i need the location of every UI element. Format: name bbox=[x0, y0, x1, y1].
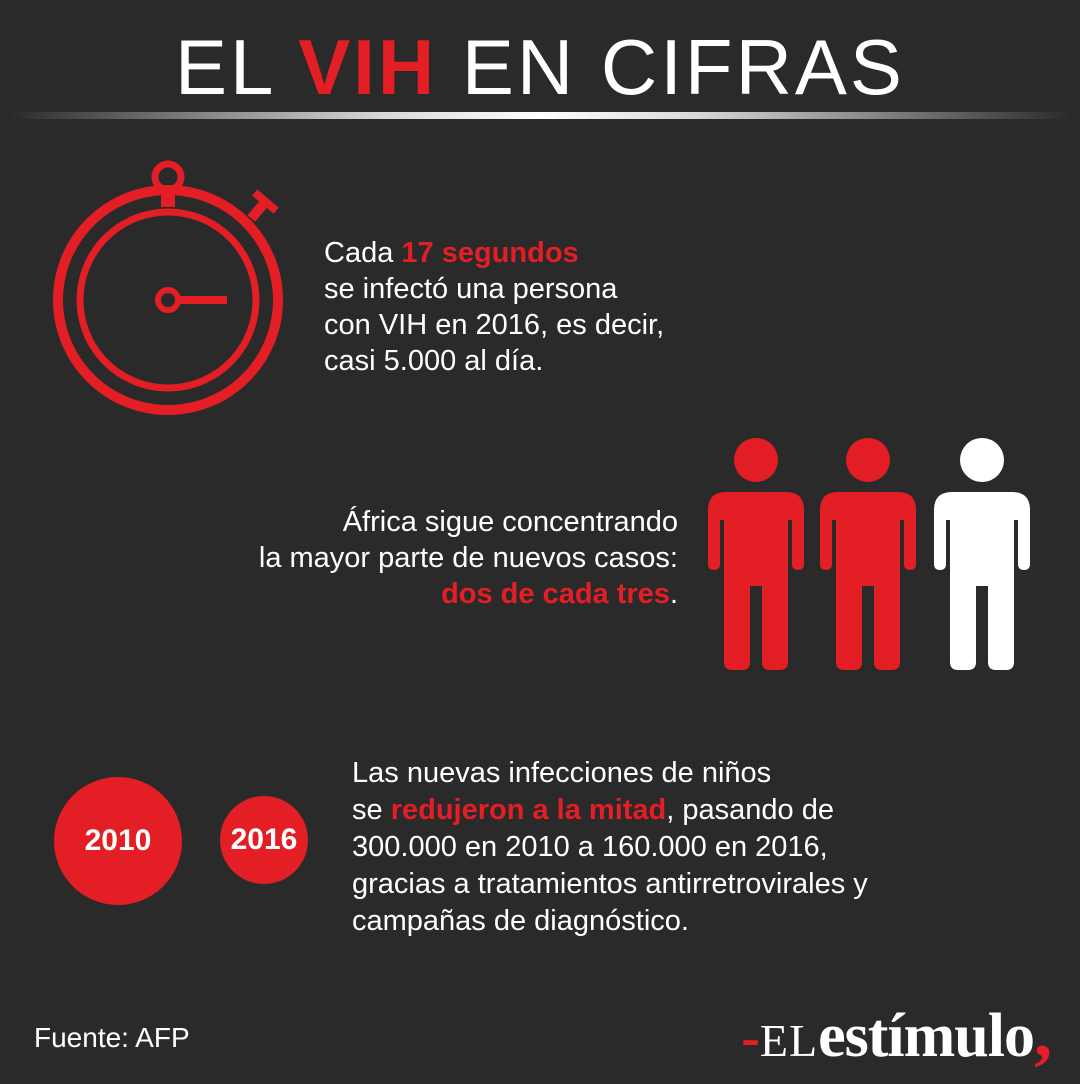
stat2-highlight: dos de cada tres bbox=[441, 578, 670, 610]
person-filled-2-icon bbox=[820, 438, 916, 670]
stat3-line1: Las nuevas infecciones de niños bbox=[352, 757, 772, 789]
year-2016-badge: 2016 bbox=[220, 796, 308, 884]
stat2-tail: . bbox=[669, 578, 678, 610]
stat3-line5: campañas de diagnóstico. bbox=[352, 905, 689, 937]
stat3-line3: 300.000 en 2010 a 160.000 en 2016, bbox=[352, 831, 828, 863]
stat1-line2: se infectó una persona bbox=[324, 273, 618, 305]
source-credit: Fuente: AFP bbox=[34, 1022, 190, 1053]
logo-dash: - bbox=[741, 1007, 760, 1069]
person-empty-icon bbox=[934, 438, 1030, 670]
year-2016-label: 2016 bbox=[230, 823, 298, 856]
title-highlight: VIH bbox=[298, 23, 438, 111]
stat1-lead: Cada bbox=[324, 237, 402, 269]
stat3-lead2: se bbox=[352, 794, 391, 826]
brand-logo: -ELestímulo, bbox=[741, 996, 1052, 1069]
stat3-tail2: , pasando de bbox=[666, 794, 834, 826]
year-2010-badge: 2010 bbox=[54, 777, 182, 905]
logo-comma: , bbox=[1034, 992, 1052, 1072]
stat1-line3: con VIH en 2016, es decir, bbox=[324, 309, 665, 341]
logo-word: estímulo bbox=[818, 1002, 1035, 1070]
title-divider bbox=[10, 112, 1070, 119]
title-part1: EL bbox=[175, 23, 299, 111]
logo-el: EL bbox=[759, 1015, 819, 1066]
stat-africa: África sigue concentrando la mayor parte… bbox=[160, 504, 678, 612]
stat3-line4: gracias a tratamientos antirretrovirales… bbox=[352, 868, 868, 900]
people-icon bbox=[708, 438, 1030, 670]
stat1-highlight: 17 segundos bbox=[401, 237, 579, 269]
stat2-line2: la mayor parte de nuevos casos: bbox=[258, 542, 678, 574]
stat2-line1: África sigue concentrando bbox=[342, 506, 678, 538]
stat1-line4: casi 5.000 al día. bbox=[324, 345, 544, 377]
year-2010-label: 2010 bbox=[84, 824, 152, 857]
stat3-highlight: redujeron a la mitad bbox=[390, 794, 667, 826]
title-part2: EN CIFRAS bbox=[437, 23, 905, 111]
stat-children: Las nuevas infecciones de niños se reduj… bbox=[352, 755, 992, 940]
stat-infection-rate: Cada 17 segundos se infectó una persona … bbox=[324, 235, 744, 379]
page-title: EL VIH EN CIFRAS bbox=[0, 22, 1080, 112]
person-filled-1-icon bbox=[708, 438, 804, 670]
stopwatch-icon bbox=[53, 160, 283, 415]
